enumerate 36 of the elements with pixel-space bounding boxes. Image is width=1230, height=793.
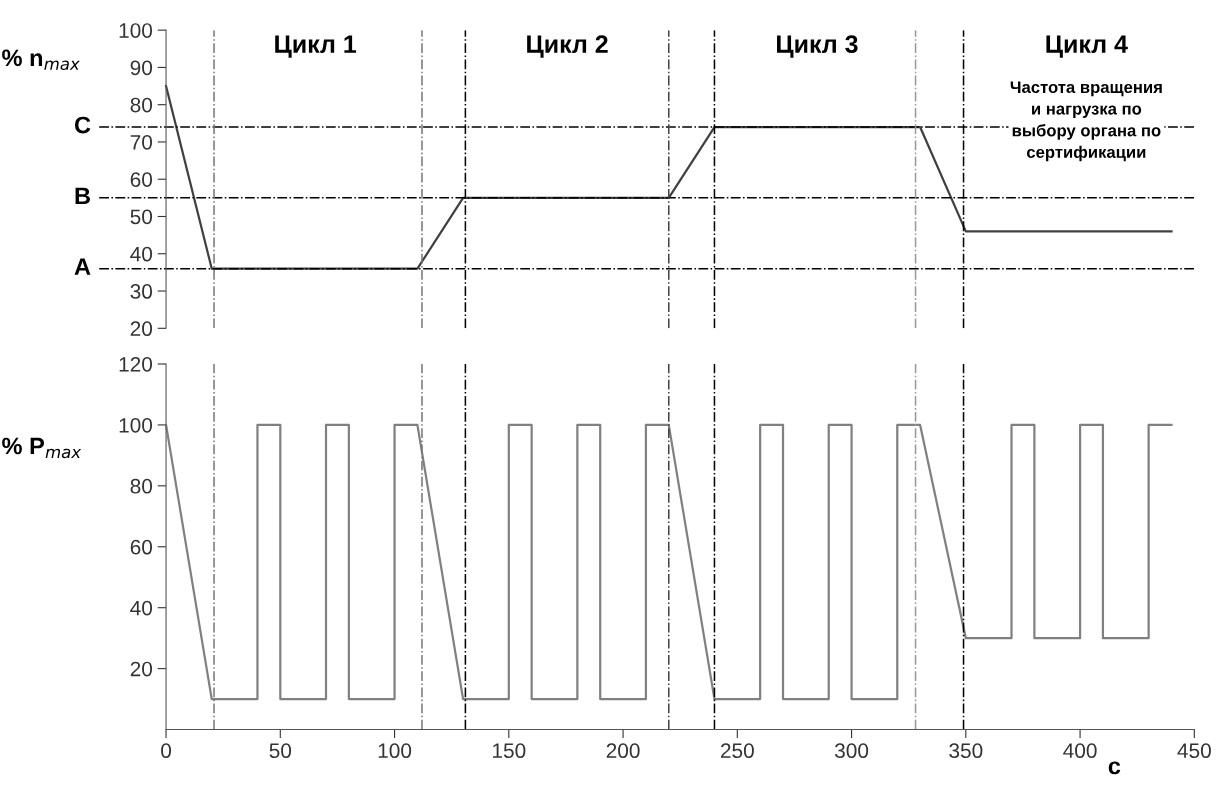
y-tick-label: 40 <box>130 246 153 262</box>
annotation: Цикл 1 <box>275 35 357 58</box>
ref-line-label: A <box>74 258 91 275</box>
y-tick-label: 120 <box>119 356 153 372</box>
y-tick-label: 80 <box>130 97 153 113</box>
y-tick-label: 40 <box>130 600 153 616</box>
y-tick-label: 60 <box>130 539 153 555</box>
y-tick-label: 50 <box>130 209 153 225</box>
x-tick-label: 100 <box>378 743 412 759</box>
annotation: Цикл 2 <box>527 35 608 58</box>
x-axis-title: c <box>1108 761 1121 775</box>
y-tick-label: 70 <box>130 134 153 150</box>
annotation: Цикл 3 <box>777 35 858 58</box>
y-tick-label: 100 <box>119 417 153 433</box>
x-tick-label: 350 <box>949 743 983 759</box>
x-tick-label: 250 <box>720 743 754 759</box>
y-axis-title: % n$_{max}$ <box>2 49 80 71</box>
y-tick-label: 90 <box>130 60 153 76</box>
x-tick-label: 150 <box>493 743 526 759</box>
x-tick-label: 450 <box>1177 743 1211 759</box>
ref-line-label: B <box>75 187 90 204</box>
ref-line-label: C <box>74 116 91 134</box>
x-tick-label: 300 <box>834 743 869 759</box>
annotation: Частота вращения и нагрузка по выбору органа по сертификации <box>1010 81 1162 162</box>
x-tick-label: 200 <box>606 743 640 759</box>
y-tick-label: 30 <box>130 284 153 299</box>
x-tick-label: 50 <box>269 743 292 759</box>
y-tick-label: 60 <box>130 172 153 187</box>
y-tick-label: 100 <box>119 23 153 38</box>
x-tick-label: 0 <box>161 743 172 759</box>
annotation: Цикл 4 <box>1046 35 1128 58</box>
y-tick-label: 80 <box>130 478 153 494</box>
y-tick-label: 20 <box>130 661 153 677</box>
y-tick-label: 20 <box>130 321 153 337</box>
y-axis-title: % P$_{max}$ <box>2 437 82 459</box>
x-tick-label: 400 <box>1063 743 1097 759</box>
